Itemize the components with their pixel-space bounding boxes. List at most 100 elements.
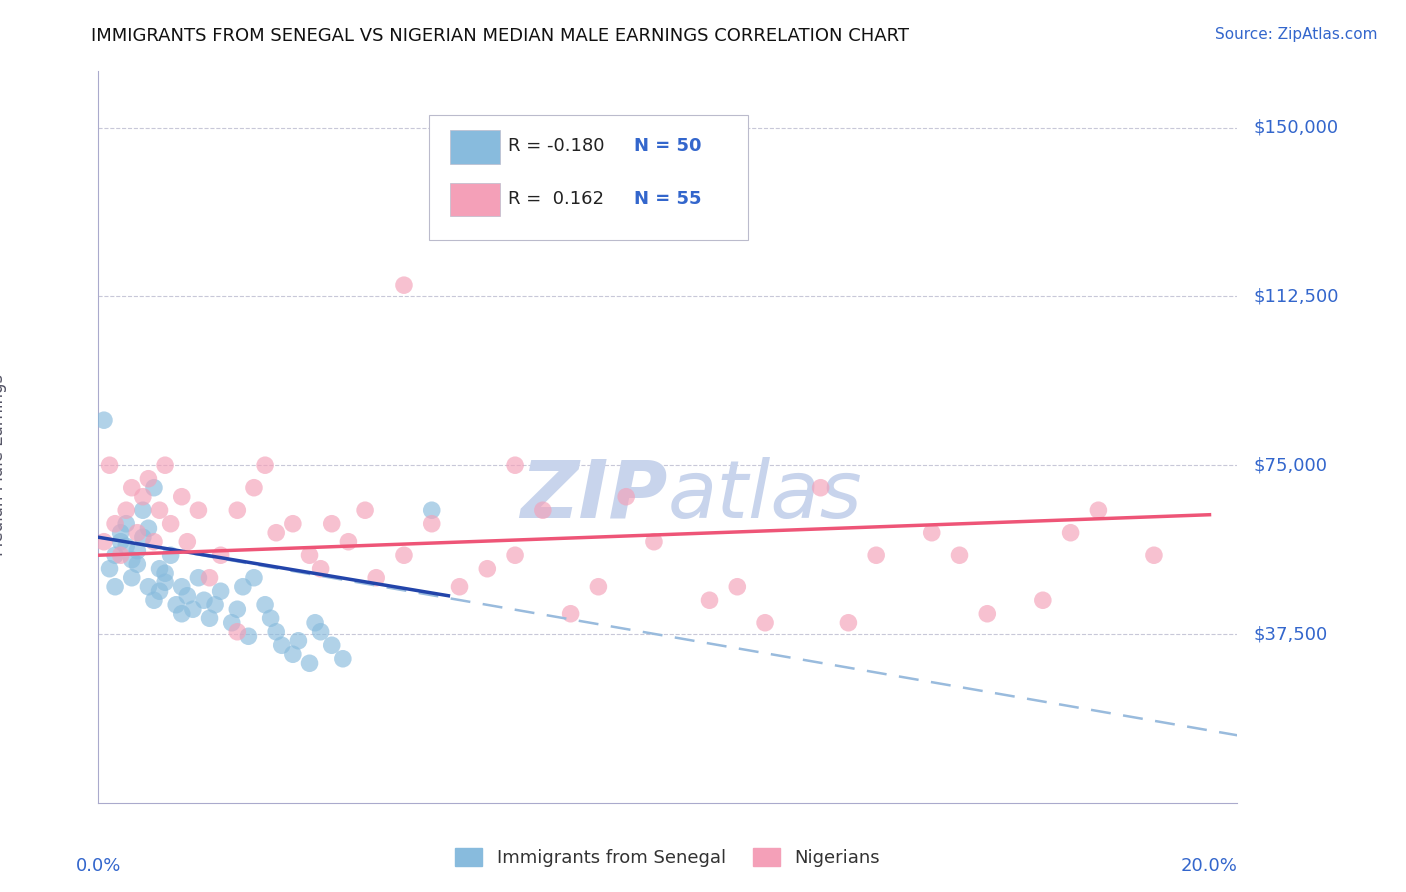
- Point: [148, 584, 170, 599]
- Point: [187, 503, 209, 517]
- Point: [337, 534, 360, 549]
- Point: [309, 624, 332, 639]
- Point: [170, 607, 193, 621]
- Point: [477, 562, 499, 576]
- Point: [921, 525, 943, 540]
- Point: [420, 516, 443, 531]
- Text: R =  0.162: R = 0.162: [509, 190, 605, 208]
- Point: [699, 593, 721, 607]
- Point: [209, 584, 232, 599]
- Point: [132, 503, 155, 517]
- Point: [232, 580, 254, 594]
- Point: [754, 615, 776, 630]
- Point: [287, 633, 309, 648]
- Point: [865, 548, 887, 562]
- Point: [98, 562, 121, 576]
- Point: [170, 490, 193, 504]
- Point: [226, 624, 249, 639]
- Text: Source: ZipAtlas.com: Source: ZipAtlas.com: [1215, 27, 1378, 42]
- Text: ZIP: ZIP: [520, 457, 668, 534]
- Point: [132, 530, 155, 544]
- Point: [204, 598, 226, 612]
- Point: [366, 571, 388, 585]
- Point: [1143, 548, 1166, 562]
- Text: atlas: atlas: [668, 457, 863, 534]
- Point: [181, 602, 204, 616]
- Point: [976, 607, 998, 621]
- Point: [243, 571, 266, 585]
- FancyBboxPatch shape: [450, 183, 501, 216]
- Point: [170, 580, 193, 594]
- Point: [198, 611, 221, 625]
- Point: [226, 602, 249, 616]
- Point: [321, 638, 343, 652]
- Point: [98, 458, 121, 473]
- Point: [243, 481, 266, 495]
- Point: [309, 562, 332, 576]
- Point: [115, 539, 138, 553]
- Point: [165, 598, 187, 612]
- Point: [321, 516, 343, 531]
- Point: [104, 548, 127, 562]
- Text: $112,500: $112,500: [1254, 287, 1340, 305]
- Point: [143, 481, 166, 495]
- Point: [138, 521, 160, 535]
- Point: [153, 458, 176, 473]
- Text: R = -0.180: R = -0.180: [509, 137, 605, 155]
- Point: [643, 534, 665, 549]
- Point: [332, 652, 354, 666]
- Text: Median Male Earnings: Median Male Earnings: [0, 374, 7, 557]
- Point: [153, 575, 176, 590]
- Point: [176, 589, 198, 603]
- Point: [298, 548, 321, 562]
- Text: 20.0%: 20.0%: [1181, 857, 1237, 875]
- Point: [132, 490, 155, 504]
- Point: [187, 571, 209, 585]
- Point: [304, 615, 326, 630]
- Point: [270, 638, 292, 652]
- Point: [420, 503, 443, 517]
- Text: $150,000: $150,000: [1254, 119, 1339, 136]
- Point: [143, 593, 166, 607]
- Point: [392, 278, 415, 293]
- Text: $75,000: $75,000: [1254, 456, 1327, 475]
- Point: [193, 593, 215, 607]
- Point: [143, 534, 166, 549]
- Point: [588, 580, 610, 594]
- Text: 0.0%: 0.0%: [76, 857, 121, 875]
- Point: [115, 503, 138, 517]
- Point: [104, 580, 127, 594]
- Point: [159, 548, 181, 562]
- Point: [725, 580, 748, 594]
- Point: [449, 580, 471, 594]
- Text: $37,500: $37,500: [1254, 625, 1329, 643]
- FancyBboxPatch shape: [450, 130, 501, 163]
- Point: [837, 615, 859, 630]
- Text: IMMIGRANTS FROM SENEGAL VS NIGERIAN MEDIAN MALE EARNINGS CORRELATION CHART: IMMIGRANTS FROM SENEGAL VS NIGERIAN MEDI…: [91, 27, 910, 45]
- Text: N = 50: N = 50: [634, 137, 702, 155]
- FancyBboxPatch shape: [429, 115, 748, 240]
- Point: [209, 548, 232, 562]
- Point: [127, 525, 149, 540]
- Point: [948, 548, 970, 562]
- Point: [392, 548, 415, 562]
- Point: [115, 516, 138, 531]
- Point: [254, 458, 277, 473]
- Point: [354, 503, 377, 517]
- Point: [121, 481, 143, 495]
- Point: [148, 503, 170, 517]
- Point: [110, 534, 132, 549]
- Point: [159, 516, 181, 531]
- Point: [254, 598, 277, 612]
- Point: [110, 548, 132, 562]
- Point: [93, 534, 115, 549]
- Point: [281, 516, 304, 531]
- Point: [198, 571, 221, 585]
- Point: [281, 647, 304, 661]
- Point: [148, 562, 170, 576]
- Point: [264, 624, 287, 639]
- Point: [138, 472, 160, 486]
- Point: [560, 607, 582, 621]
- Point: [138, 580, 160, 594]
- Point: [127, 558, 149, 572]
